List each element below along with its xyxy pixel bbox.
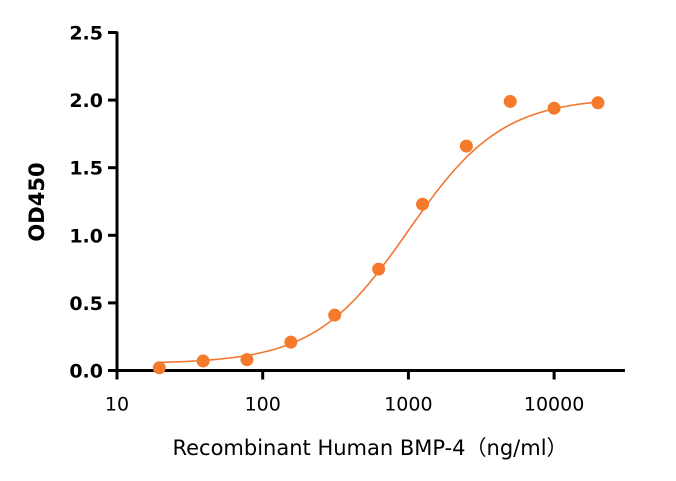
data-point: [240, 353, 254, 367]
y-tick-label: 0.5: [69, 293, 103, 315]
data-point: [459, 139, 473, 153]
axes: 0.0 0.5 1.0 1.5 2.0 2.5 10 100 1000 10000: [69, 23, 625, 416]
data-points: [152, 94, 605, 375]
y-axis-label: OD450: [25, 162, 49, 241]
data-point: [372, 262, 386, 276]
data-point: [591, 96, 605, 110]
data-point: [416, 197, 430, 211]
data-point: [547, 101, 561, 115]
data-point: [503, 94, 517, 108]
x-tick-label: 10000: [524, 394, 584, 416]
y-tick-label: 1.0: [69, 225, 103, 247]
data-point: [284, 335, 298, 349]
x-tick-label: 1000: [384, 394, 432, 416]
x-tick-label: 100: [245, 394, 281, 416]
y-tick-label: 2.5: [69, 23, 103, 45]
x-tick-label: 10: [105, 394, 129, 416]
y-tick-label: 0.0: [69, 361, 103, 383]
x-axis-label: Recombinant Human BMP-4（ng/ml）: [172, 436, 567, 460]
y-tick-label: 1.5: [69, 158, 103, 180]
y-tick-label: 2.0: [69, 90, 103, 112]
data-point: [152, 361, 166, 375]
fit-curve: [159, 101, 599, 364]
data-point: [328, 308, 342, 322]
data-point: [196, 354, 210, 368]
